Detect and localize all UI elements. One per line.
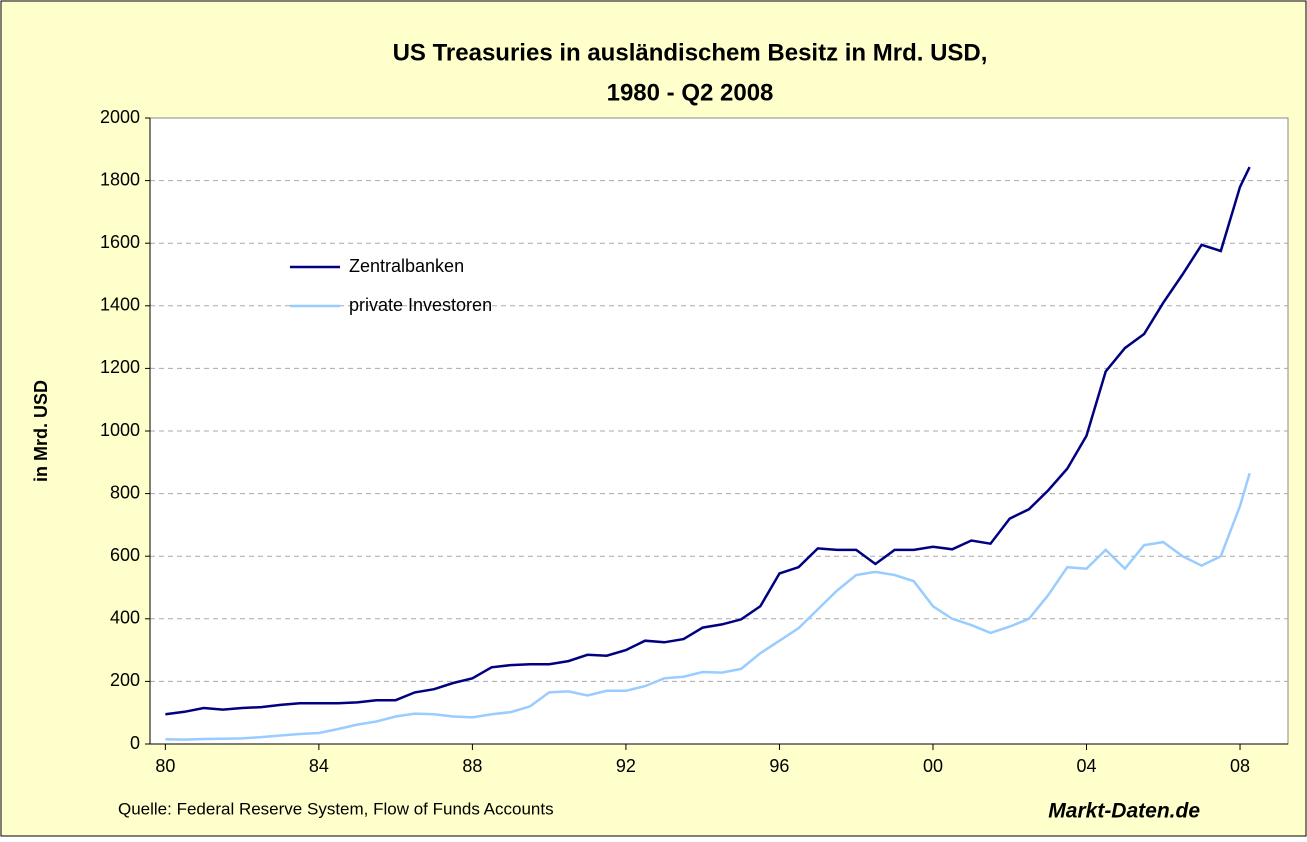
y-tick-label: 1000 <box>100 420 140 440</box>
x-tick-label: 92 <box>616 756 636 776</box>
y-tick-label: 2000 <box>100 107 140 127</box>
source: Quelle: Federal Reserve System, Flow of … <box>118 799 554 818</box>
y-axis-label: in Mrd. USD <box>31 380 51 482</box>
y-tick-label: 400 <box>110 608 140 628</box>
x-tick-label: 00 <box>923 756 943 776</box>
brand: Markt-Daten.de <box>1048 800 1200 823</box>
y-tick-label: 1600 <box>100 232 140 252</box>
y-tick-label: 1400 <box>100 295 140 315</box>
legend-label: Zentralbanken <box>349 256 464 276</box>
line <box>165 472 1251 741</box>
x-tick-label: 04 <box>1076 756 1096 776</box>
y-tick-label: 800 <box>110 482 140 502</box>
x-tick-label: 80 <box>155 756 175 776</box>
line <box>165 166 1251 716</box>
legend-label: private Investoren <box>349 295 492 315</box>
x-tick-label: 84 <box>309 756 329 776</box>
chart-title: US Treasuries in ausländischem Besitz in… <box>393 39 988 66</box>
x-tick-label: 88 <box>462 756 482 776</box>
x-tick-label: 08 <box>1230 756 1250 776</box>
y-tick-label: 200 <box>110 670 140 690</box>
y-tick-label: 600 <box>110 545 140 565</box>
y-tick-label: 0 <box>130 733 140 753</box>
chart-subtitle: 1980 - Q2 2008 <box>607 79 774 106</box>
y-tick-label: 1200 <box>100 357 140 377</box>
y-tick-label: 1800 <box>100 169 140 189</box>
x-tick-label: 96 <box>769 756 789 776</box>
